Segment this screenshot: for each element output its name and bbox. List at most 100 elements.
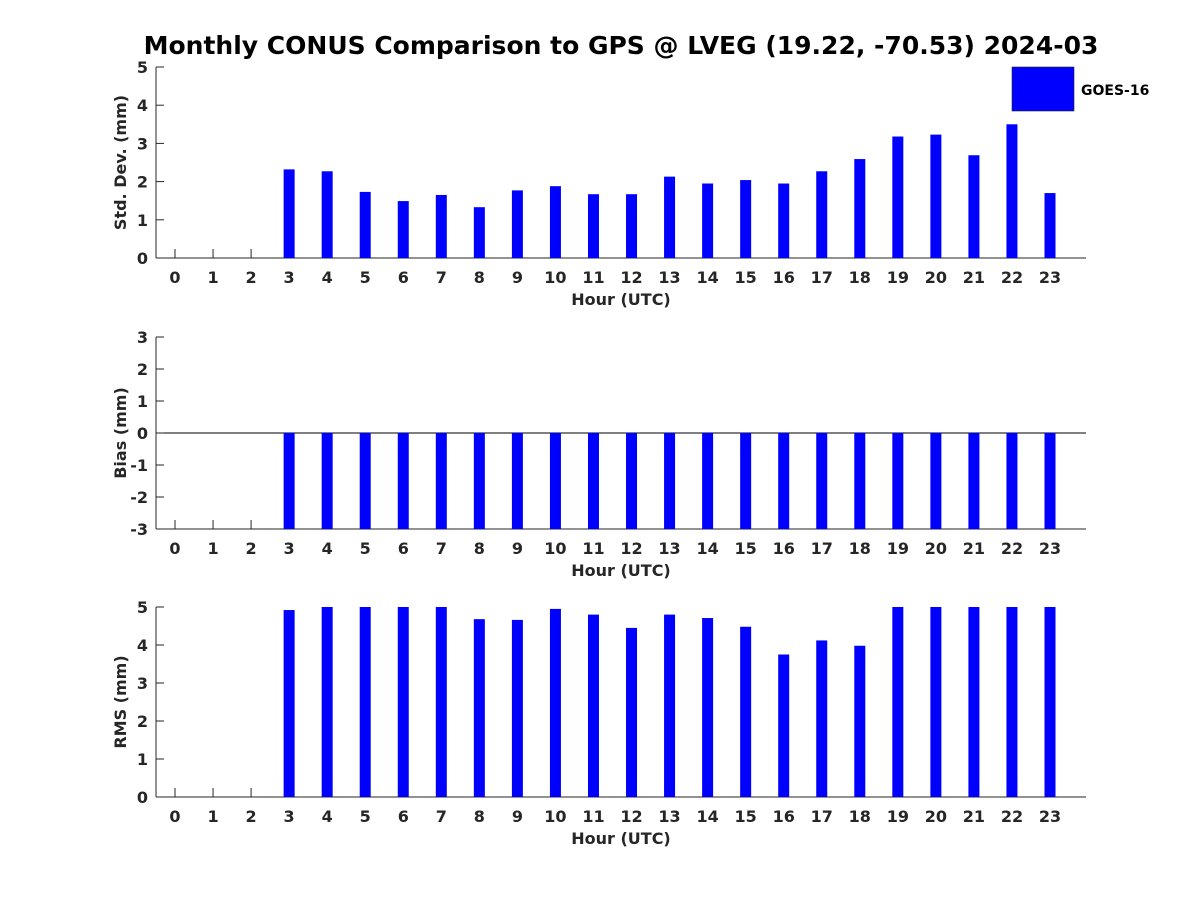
std-xtick-label: 17 [811, 268, 833, 287]
rms-ytick-label: 2 [137, 712, 148, 731]
std-bar-hour-9 [511, 190, 523, 258]
std-bar-hour-20 [930, 134, 942, 258]
rms-xtick-label: 11 [582, 807, 604, 826]
std-xtick-label: 10 [544, 268, 566, 287]
std-bar-hour-23 [1044, 193, 1056, 258]
std-xtick-label: 16 [773, 268, 795, 287]
std-ytick-label: 1 [137, 211, 148, 230]
rms-bar-hour-12 [626, 627, 638, 797]
std-xtick-label: 2 [246, 268, 257, 287]
rms-bar-hour-7 [435, 607, 447, 797]
rms-ylabel: RMS (mm) [111, 655, 130, 748]
bias-bar-hour-4 [321, 433, 333, 529]
bias-bar-hour-22 [1006, 433, 1018, 529]
std-xtick-label: 22 [1001, 268, 1023, 287]
rms-bar-hour-14 [702, 618, 714, 797]
std-ytick-label: 3 [137, 134, 148, 153]
rms-bar-hour-10 [549, 608, 561, 797]
bias-ytick-label: -2 [130, 488, 148, 507]
bias-xtick-label: 11 [582, 539, 604, 558]
bias-bar-hour-12 [626, 433, 638, 529]
bias-bar-hour-15 [740, 433, 752, 529]
bias-ytick-label: 1 [137, 392, 148, 411]
bias-bar-hour-16 [778, 433, 790, 529]
bias-xtick-label: 12 [620, 539, 642, 558]
bias-bar-hour-23 [1044, 433, 1056, 529]
rms-bar-hour-13 [664, 614, 676, 797]
std-xtick-label: 20 [925, 268, 947, 287]
std-xtick-label: 8 [474, 268, 485, 287]
bias-xtick-label: 22 [1001, 539, 1023, 558]
bias-xtick-label: 7 [436, 539, 447, 558]
bias-xtick-label: 9 [512, 539, 523, 558]
rms-bar-hour-3 [283, 610, 295, 797]
bias-xlabel: Hour (UTC) [571, 561, 671, 580]
legend-label: GOES-16 [1081, 83, 1149, 99]
bias-bar-hour-20 [930, 433, 942, 529]
std-bar-hour-8 [473, 207, 485, 258]
std-ytick-label: 5 [137, 58, 148, 77]
bias-bar-hour-3 [283, 433, 295, 529]
rms-xtick-label: 4 [322, 807, 333, 826]
rms-xtick-label: 20 [925, 807, 947, 826]
std-ytick-label: 2 [137, 173, 148, 192]
rms-xtick-label: 15 [735, 807, 757, 826]
rms-ytick-label: 3 [137, 674, 148, 693]
bias-xtick-label: 17 [811, 539, 833, 558]
rms-bar-hour-16 [778, 654, 790, 797]
std-bar-hour-12 [626, 194, 638, 258]
bias-bar-hour-6 [397, 433, 409, 529]
legend: GOES-16 [1011, 66, 1149, 112]
bias-xtick-label: 6 [398, 539, 409, 558]
std-bar-hour-3 [283, 169, 295, 258]
bias-xtick-label: 16 [773, 539, 795, 558]
rms-xtick-label: 0 [169, 807, 180, 826]
std-ytick-label: 4 [137, 96, 148, 115]
rms-ytick-label: 0 [137, 788, 148, 807]
std-xtick-label: 9 [512, 268, 523, 287]
rms-xtick-label: 19 [887, 807, 909, 826]
rms-xtick-label: 8 [474, 807, 485, 826]
bias-xtick-label: 1 [207, 539, 218, 558]
std-bar-hour-10 [549, 186, 561, 258]
bias-xtick-label: 19 [887, 539, 909, 558]
std-xtick-label: 5 [360, 268, 371, 287]
bias-bar-hour-14 [702, 433, 714, 529]
rms-xtick-label: 21 [963, 807, 985, 826]
rms-bar-hour-18 [854, 645, 866, 797]
bias-xtick-label: 4 [322, 539, 333, 558]
rms-xlabel: Hour (UTC) [571, 829, 671, 848]
std-ylabel: Std. Dev. (mm) [111, 95, 130, 230]
rms-ytick-label: 5 [137, 598, 148, 617]
bias-ytick-label: 2 [137, 360, 148, 379]
std-xtick-label: 7 [436, 268, 447, 287]
std-xtick-label: 18 [849, 268, 871, 287]
std-bar-hour-17 [816, 171, 828, 258]
rms-xtick-label: 18 [849, 807, 871, 826]
rms-bar-hour-4 [321, 607, 333, 797]
rms-xtick-label: 9 [512, 807, 523, 826]
rms-bar-hour-5 [359, 607, 371, 797]
rms-xtick-label: 3 [284, 807, 295, 826]
bias-xtick-label: 20 [925, 539, 947, 558]
rms-bar-hour-23 [1044, 607, 1056, 797]
rms-xtick-label: 14 [696, 807, 718, 826]
std-bar-hour-5 [359, 191, 371, 258]
bias-bar-hour-19 [892, 433, 904, 529]
legend-swatch [1011, 66, 1075, 112]
std-xtick-label: 0 [169, 268, 180, 287]
std-bar-hour-13 [664, 176, 676, 258]
rms-bar-hour-15 [740, 626, 752, 797]
std-ytick-label: 0 [137, 249, 148, 268]
std-xtick-label: 13 [658, 268, 680, 287]
std-xtick-label: 1 [207, 268, 218, 287]
std-bar-hour-11 [587, 194, 599, 258]
std-xtick-label: 4 [322, 268, 333, 287]
rms-xtick-label: 23 [1039, 807, 1061, 826]
std-xtick-label: 14 [696, 268, 718, 287]
bias-ytick-label: 0 [137, 424, 148, 443]
